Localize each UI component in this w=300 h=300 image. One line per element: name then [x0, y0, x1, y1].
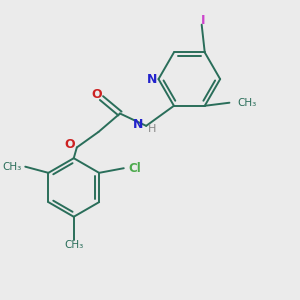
Text: CH₃: CH₃	[237, 98, 256, 108]
Text: CH₃: CH₃	[64, 240, 83, 250]
Text: CH₃: CH₃	[2, 162, 22, 172]
Text: N: N	[133, 118, 144, 131]
Text: I: I	[201, 14, 206, 28]
Text: N: N	[146, 73, 157, 85]
Text: O: O	[65, 138, 75, 151]
Text: Cl: Cl	[128, 162, 141, 175]
Text: H: H	[148, 124, 156, 134]
Text: O: O	[92, 88, 102, 101]
